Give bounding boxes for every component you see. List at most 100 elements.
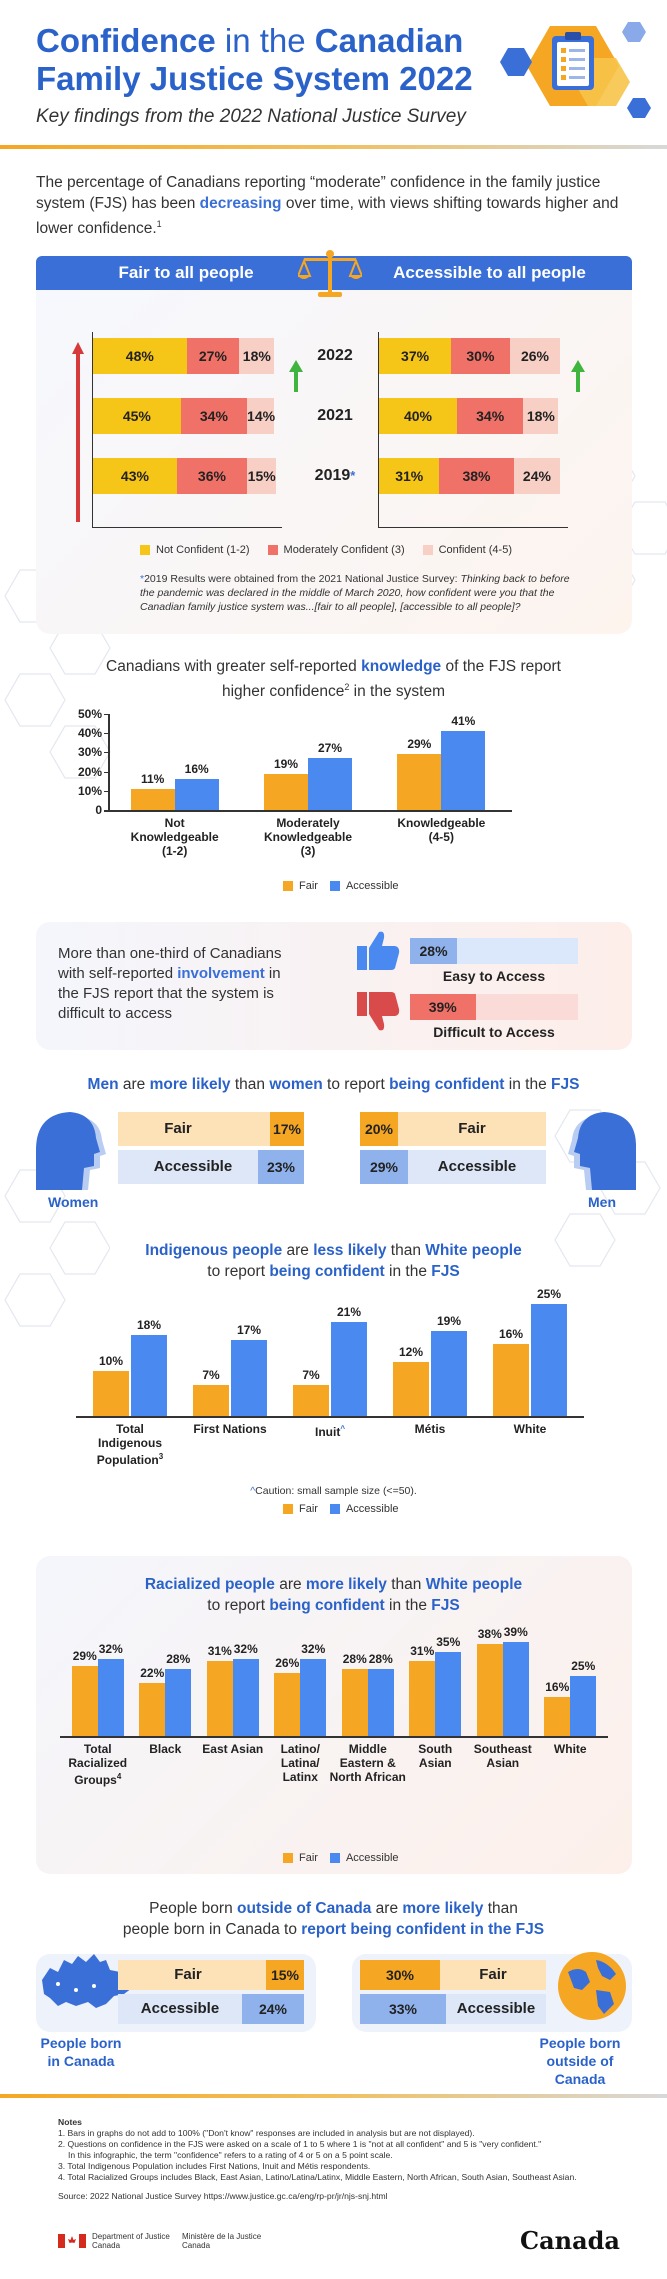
note-4: 4. Total Racialized Groups includes Blac… <box>58 2172 577 2182</box>
acc-bar-value-conf: 24% <box>522 468 551 484</box>
y-tick <box>104 714 108 715</box>
accessible-bar <box>435 1651 462 1736</box>
accessible-bar <box>502 1642 529 1736</box>
bar-value-label: 12% <box>398 1345 424 1360</box>
indigenous-chart: 10% 18% Total Indigenous Population3 7% 17% Fir… <box>60 1280 600 1500</box>
indigenous-title-e: White people <box>425 1242 522 1259</box>
bar-value-label: 10% <box>98 1354 124 1369</box>
category-label: Southeast Asian <box>463 1742 543 1770</box>
easy-access-bar: 28% <box>410 938 578 964</box>
indigenous-title-b: are <box>282 1242 314 1259</box>
category-label: Total Indigenous Population3 <box>74 1422 186 1467</box>
easy-access-fill: 28% <box>410 938 458 964</box>
legend-swatch-not <box>140 545 150 555</box>
legend-conf: Confident (4-5) <box>438 544 512 556</box>
fair-header: Fair to all people <box>118 263 254 282</box>
category-label-line: Knowledgeable <box>130 830 219 844</box>
intro-text-before: The percentage of Canadians reporting “m… <box>36 174 601 212</box>
fair-bar <box>544 1697 571 1736</box>
born-outside-label: People born outside of Canada <box>539 2035 621 2087</box>
year-marker: * <box>350 468 356 483</box>
caution-mark: ^ <box>250 1485 256 1497</box>
accessible-bar <box>165 1668 192 1736</box>
accessible-header: Accessible to all people <box>393 263 586 282</box>
intro-paragraph: The percentage of Canadians reporting “m… <box>36 172 636 239</box>
bar-value-label: 16% <box>545 1680 570 1695</box>
born-title: People born outside of Canada are more l… <box>60 1898 607 1940</box>
fair-bar-segment-conf: 14% <box>247 398 275 434</box>
caution-text: Caution: small sample size (<=50). <box>255 1485 417 1497</box>
year-label: 2022 <box>317 347 353 364</box>
accessible-bar <box>531 1304 567 1416</box>
accessible-stacked-chart: 37% 30% 26% 40% 34% 18% 31% 38% 24% <box>378 332 568 528</box>
y-tick-label: 10% <box>77 783 102 798</box>
bar-value-label: 39% <box>503 1625 528 1639</box>
dept-en: Department of Justice Canada <box>92 2232 170 2250</box>
racialized-title-g: being confident <box>269 1597 385 1614</box>
fair-bar-value-not: 43% <box>120 468 149 484</box>
year-label: 2019* <box>314 467 356 484</box>
bar-value-label: 35% <box>436 1634 461 1649</box>
born-title-e: than <box>483 1900 518 1917</box>
gender-title-c: more likely <box>149 1076 231 1093</box>
category-label-line: Total <box>116 1422 144 1436</box>
bar-value-label: 11% <box>140 771 165 786</box>
fair-bar <box>293 1384 329 1416</box>
x-axis <box>104 810 512 812</box>
legend-fair-3: Fair <box>299 1852 318 1864</box>
y-tick <box>104 790 108 792</box>
racialized-title-d: than <box>386 1576 426 1593</box>
category-label-line: Indigenous <box>98 1436 162 1450</box>
bar-value-label: 26% <box>275 1656 300 1671</box>
fair-bar-segment-not: 48% <box>93 338 187 374</box>
fair-bar-value-conf: 15% <box>247 468 276 484</box>
born-title-b: outside of Canada <box>237 1900 372 1917</box>
canada-wordmark: Canada <box>520 2226 620 2255</box>
acc-bar-value-not: 37% <box>401 348 430 364</box>
title-bold-2: Canadian <box>314 22 464 59</box>
category-label-line: White <box>553 1742 587 1756</box>
canada-acc-label: Accessible <box>140 2000 220 2017</box>
born-title-f: people born in Canada to <box>122 1921 302 1938</box>
outside-acc-value: 33% <box>360 1994 446 2024</box>
fair-bar-segment-conf: 18% <box>239 338 275 374</box>
bar-value-label: 38% <box>477 1627 502 1642</box>
red-trend-arrow-icon <box>72 342 84 527</box>
category-label-line: (4-5) <box>428 830 454 844</box>
category-label: Métis <box>374 1422 486 1436</box>
women-acc-value: 23% <box>258 1150 304 1184</box>
bar-value-label: 21% <box>336 1304 362 1319</box>
category-label: Total Racialized Groups4 <box>58 1742 138 1787</box>
category-label-line: First Nations <box>193 1422 267 1436</box>
indigenous-legend: Fair Accessible <box>283 1503 399 1515</box>
title-bold-1: Confidence <box>36 22 216 59</box>
racialized-title-i: FJS <box>431 1597 460 1614</box>
y-tick-label: 0 <box>95 803 102 817</box>
fair-bar-segment-mod: 34% <box>180 398 248 434</box>
thumbs-down-icon <box>355 990 401 1039</box>
outside-acc-label: Accessible <box>456 2000 536 2017</box>
racialized-title-h: in the <box>384 1597 432 1614</box>
category-label-line: Latinx <box>282 1770 318 1784</box>
knowledge-title: Canadians with greater self-reported kno… <box>60 656 607 702</box>
women-label: Women <box>48 1194 99 1210</box>
bar-value-label: 32% <box>301 1641 326 1656</box>
bar-value-label: 16% <box>184 762 209 777</box>
category-label-line: Inuit^ <box>315 1424 345 1439</box>
intro-sup: 1 <box>156 219 162 229</box>
acc-bar-segment-conf: 26% <box>509 338 561 374</box>
accessible-bar <box>97 1658 124 1736</box>
men-fair-label: Fair <box>458 1120 486 1137</box>
category-label-line: Black <box>149 1742 182 1756</box>
bar-value-label: 25% <box>571 1658 596 1673</box>
racialized-title-e: White people <box>425 1576 523 1593</box>
difficult-access-fill: 39% <box>410 994 476 1020</box>
category-label-line: Latina/ <box>280 1756 320 1770</box>
fair-bar-value-conf: 18% <box>242 348 271 364</box>
checklist-illustration-icon <box>488 18 658 143</box>
indigenous-title-h: in the <box>384 1263 432 1280</box>
gender-title-a: Men <box>87 1076 119 1093</box>
category-label-line: South <box>418 1742 453 1756</box>
indigenous-title-i: FJS <box>431 1263 460 1280</box>
bar-value-label: 32% <box>233 1641 258 1656</box>
